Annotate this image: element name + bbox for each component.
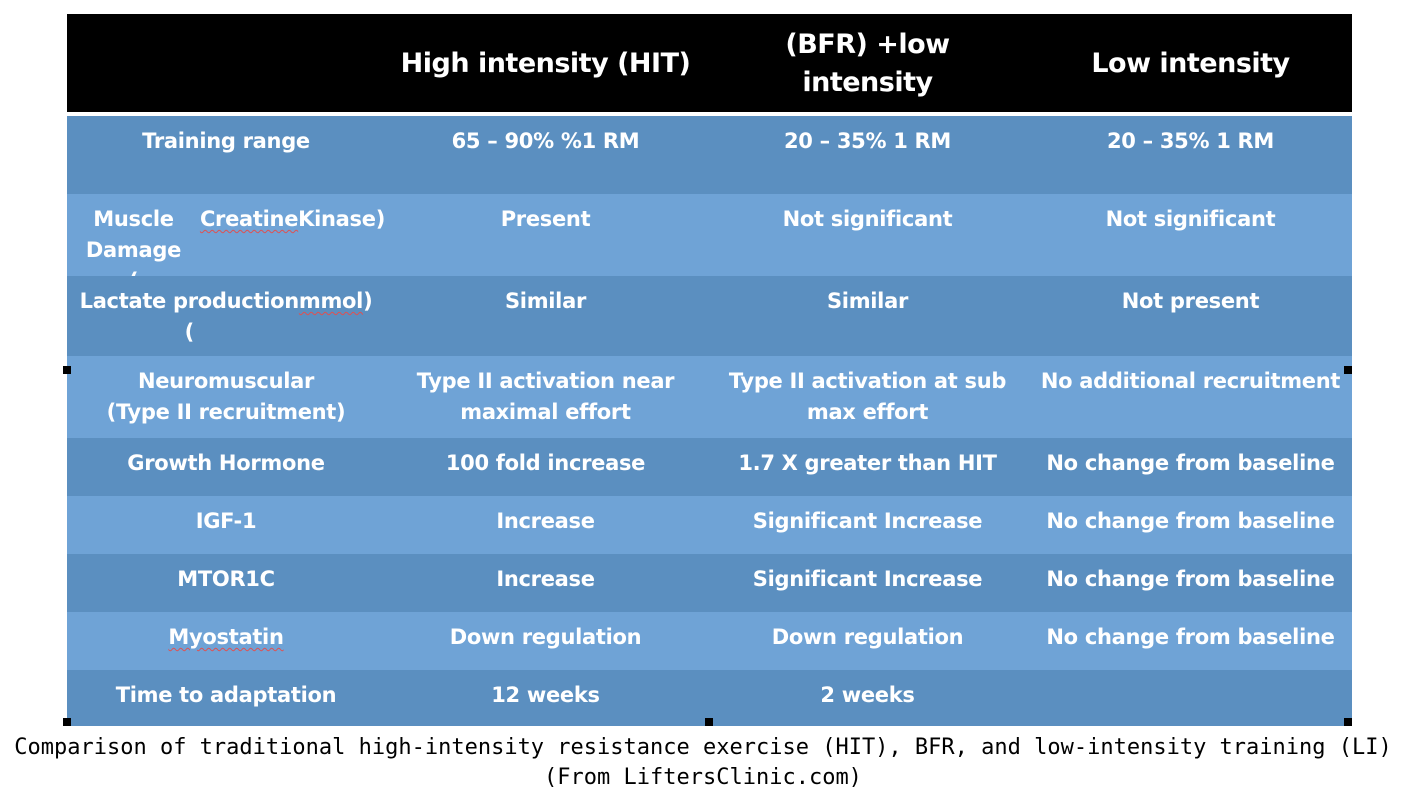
cell-hit: Increase [496, 567, 595, 591]
cell-bfr: Type II activation at sub max effort [728, 369, 1007, 424]
header-cell-bfr: (BFR) +low intensity [785, 29, 950, 98]
cell-low-intensity: No change from baseline [1046, 625, 1335, 649]
cell-low-intensity [1029, 670, 1352, 726]
cell-label: Time to adaptation [115, 683, 337, 707]
figure-caption: Comparison of traditional high-intensity… [0, 733, 1406, 793]
header-cell-empty [67, 14, 385, 114]
cell-label: Neuromuscular (Type II recruitment) [106, 369, 346, 424]
cell-label: Training range [142, 129, 310, 153]
cell-label: Muscle Damage (Creatine Kinase) [67, 194, 385, 293]
cell-low-intensity: No additional recruitment [1040, 369, 1341, 393]
cell-bfr: 1.7 X greater than HIT [738, 451, 997, 475]
header-cell-hit: High intensity (HIT) [400, 48, 691, 79]
cell-low-intensity: No change from baseline [1046, 509, 1335, 533]
cell-label: Growth Hormone [127, 451, 325, 475]
comparison-table: High intensity (HIT) (BFR) +low intensit… [63, 14, 1352, 726]
selection-handle[interactable] [63, 366, 71, 374]
cell-low-intensity: Not significant [1105, 207, 1276, 231]
spellcheck-underline: Creatine [199, 207, 299, 231]
caption-line-1: Comparison of traditional high-intensity… [14, 735, 1392, 760]
cell-low-intensity: No change from baseline [1046, 451, 1335, 475]
selection-handle[interactable] [705, 718, 713, 726]
spellcheck-underline: mmol [298, 289, 364, 313]
table-row: Growth Hormone 100 fold increase 1.7 X gre… [67, 438, 1352, 496]
cell-label: MTOR1C [177, 567, 275, 591]
selection-handle[interactable] [1344, 718, 1352, 726]
table-header: High intensity (HIT) (BFR) +low intensit… [67, 14, 1352, 114]
cell-hit: Type II activation near maximal effort [416, 369, 675, 424]
table-row: Myostatin Down regulation Down regulation N… [67, 612, 1352, 670]
cell-bfr: Significant Increase [752, 509, 983, 533]
spellcheck-underline: Myostatin [168, 625, 284, 649]
cell-bfr: Similar [826, 289, 909, 313]
header-cell-low-intensity: Low intensity [1091, 48, 1290, 79]
cell-low-intensity: No change from baseline [1046, 567, 1335, 591]
cell-hit: Down regulation [449, 625, 642, 649]
cell-bfr: Down regulation [771, 625, 964, 649]
selection-handle[interactable] [63, 718, 71, 726]
cell-hit: Similar [504, 289, 587, 313]
cell-label: Myostatin [67, 612, 385, 670]
cell-hit: 12 weeks [491, 683, 600, 707]
table-row: Time to adaptation 12 weeks 2 weeks [67, 670, 1352, 726]
caption-line-2: (From LiftersClinic.com) [544, 765, 862, 790]
cell-bfr: 20 – 35% 1 RM [783, 129, 951, 153]
table-row: Lactate production (mmol) Similar Similar N… [67, 276, 1352, 356]
cell-hit: Present [500, 207, 591, 231]
cell-label: Lactate production (mmol) [67, 276, 385, 356]
table-row: MTOR1C Increase Significant Increase No cha… [67, 554, 1352, 612]
cell-low-intensity: Not present [1121, 289, 1260, 313]
cell-bfr: Not significant [782, 207, 953, 231]
cell-label: IGF-1 [195, 509, 257, 533]
cell-hit: 100 fold increase [445, 451, 646, 475]
table-row: Muscle Damage (Creatine Kinase) Present No… [67, 194, 1352, 293]
cell-hit: Increase [496, 509, 595, 533]
selection-handle[interactable] [1344, 366, 1352, 374]
table-row: Training range 65 – 90% %1 RM 20 – 35% 1 R… [67, 116, 1352, 194]
cell-hit: 65 – 90% %1 RM [451, 129, 640, 153]
cell-bfr: Significant Increase [752, 567, 983, 591]
table-row: Neuromuscular (Type II recruitment) Type … [67, 356, 1352, 438]
cell-bfr: 2 weeks [820, 683, 915, 707]
table-row: IGF-1 Increase Significant Increase No chan… [67, 496, 1352, 554]
cell-low-intensity: 20 – 35% 1 RM [1106, 129, 1274, 153]
